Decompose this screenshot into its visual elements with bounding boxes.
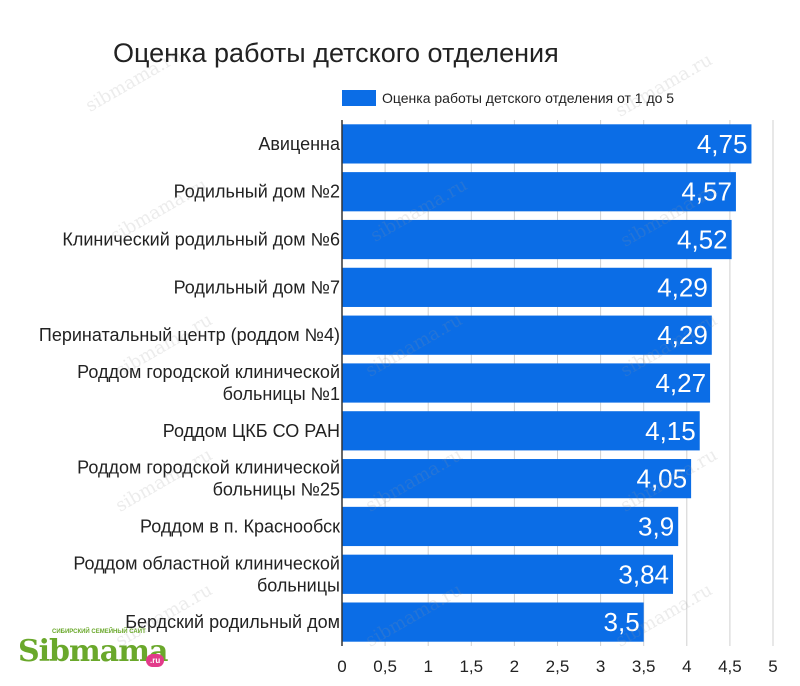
x-tick-label: 2,5	[546, 657, 570, 676]
category-label: Роддом ЦКБ СО РАН	[163, 421, 340, 441]
category-label: Роддом областной клинической	[73, 553, 340, 573]
bar-value-label: 4,15	[645, 416, 696, 446]
bar-value-label: 4,75	[697, 129, 748, 159]
category-label: больницы №1	[223, 384, 340, 404]
bar-value-label: 3,5	[604, 607, 640, 637]
x-tick-label: 0,5	[373, 657, 397, 676]
logo-domain-badge: .ru	[146, 654, 165, 667]
x-tick-label: 0	[337, 657, 346, 676]
category-label: Клинический родильный дом №6	[62, 230, 340, 250]
category-label: Родильный дом №2	[174, 182, 340, 202]
legend-swatch	[342, 90, 376, 106]
category-label: Бердский родильный дом	[125, 612, 340, 632]
legend-label: Оценка работы детского отделения от 1 до…	[382, 90, 675, 106]
logo-wordmark: Sibmama	[18, 634, 168, 669]
x-tick-label: 1,5	[459, 657, 483, 676]
bar-value-label: 4,57	[681, 177, 732, 207]
x-tick-label: 2	[510, 657, 519, 676]
category-label: больницы №25	[213, 480, 340, 500]
bar	[342, 506, 679, 547]
category-label: больницы	[257, 575, 340, 595]
x-tick-label: 3,5	[632, 657, 656, 676]
bar-value-label: 3,84	[618, 559, 669, 589]
bar	[342, 459, 692, 499]
bar-value-label: 4,29	[657, 272, 708, 302]
bar	[342, 602, 644, 642]
bar	[342, 363, 711, 403]
category-label: Перинатальный центр (роддом №4)	[39, 325, 340, 345]
bar	[342, 124, 752, 164]
category-label: Роддом в п. Краснообск	[140, 516, 340, 536]
chart-title: Оценка работы детского отделения	[113, 38, 559, 68]
x-tick-label: 1	[423, 657, 432, 676]
category-label: Авиценна	[258, 134, 341, 154]
chart-legend: Оценка работы детского отделения от 1 до…	[342, 88, 674, 108]
x-tick-label: 5	[768, 657, 777, 676]
logo-tagline: СИБИРСКИЙ СЕМЕЙНЫЙ САЙТ	[52, 629, 146, 635]
bar-value-label: 4,05	[637, 464, 688, 494]
bar-value-label: 4,52	[677, 225, 728, 255]
x-tick-label: 3	[596, 657, 605, 676]
bar	[342, 267, 712, 307]
x-tick-label: 4	[682, 657, 691, 676]
bar	[342, 219, 732, 260]
x-tick-label: 4,5	[718, 657, 742, 676]
category-label: Родильный дом №7	[174, 277, 340, 297]
bar	[342, 172, 736, 212]
bar	[342, 411, 700, 451]
category-label: Роддом городской клинической	[77, 458, 340, 478]
bar	[342, 554, 674, 594]
bar-value-label: 4,29	[657, 320, 708, 350]
bar	[342, 315, 712, 355]
bar-value-label: 4,27	[655, 368, 706, 398]
sibmama-logo: СИБИРСКИЙ СЕМЕЙНЫЙ САЙТ Sibmama .ru	[18, 628, 178, 678]
bar-value-label: 3,9	[638, 511, 674, 541]
category-label: Роддом городской клинической	[77, 362, 340, 382]
